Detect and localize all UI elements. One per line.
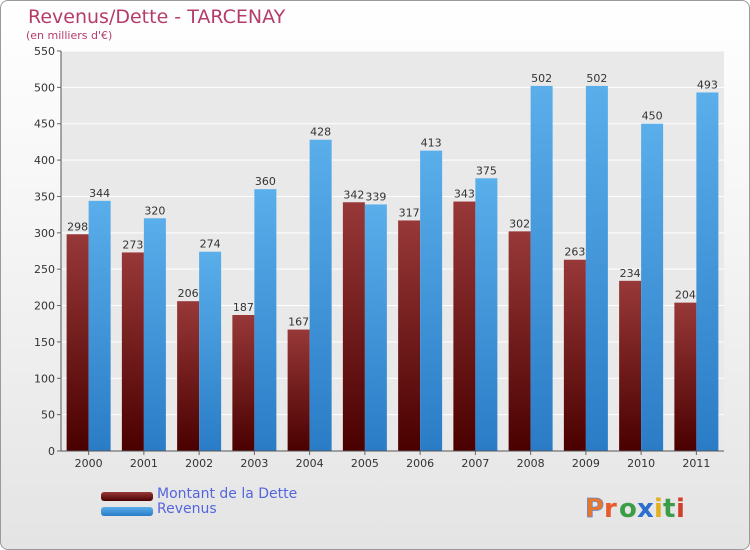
- svg-text:t: t: [663, 494, 675, 524]
- x-tick-label-2000: 2000: [75, 457, 103, 470]
- x-tick-label-2006: 2006: [406, 457, 434, 470]
- bar-debt-2002: [177, 301, 200, 451]
- y-tick-label: 500: [34, 81, 55, 94]
- chart-subtitle: (en milliers d'€): [26, 29, 113, 42]
- x-tick-label-2003: 2003: [240, 457, 268, 470]
- value-label-revenue-2000: 344: [89, 187, 110, 200]
- value-label-debt-2003: 187: [233, 301, 254, 314]
- x-tick-label-2008: 2008: [517, 457, 545, 470]
- value-label-revenue-2002: 274: [200, 238, 221, 251]
- bar-debt-2001: [121, 252, 144, 451]
- y-tick-label: 250: [34, 263, 55, 276]
- value-label-revenue-2008: 502: [531, 72, 552, 85]
- x-tick-label-2001: 2001: [130, 457, 158, 470]
- axes: 0 50 100 150 200 250 300 350 400 450 500 550 2000 200…: [34, 45, 724, 470]
- bar-revenue-2007: [475, 178, 498, 452]
- bar-debt-2004: [287, 329, 310, 451]
- value-label-debt-2005: 342: [343, 188, 364, 201]
- bar-revenue-2008: [530, 85, 553, 451]
- legend-label-revenue: Revenus: [157, 501, 217, 517]
- value-label-debt-2008: 302: [509, 217, 530, 230]
- value-label-debt-2010: 234: [620, 267, 641, 280]
- y-tick-label: 50: [41, 409, 55, 422]
- y-tick-label: 150: [34, 336, 55, 349]
- y-tick-label: 550: [34, 45, 55, 58]
- bar-debt-2007: [453, 201, 476, 451]
- svg-text:i: i: [676, 494, 685, 524]
- value-label-debt-2007: 343: [454, 188, 475, 201]
- value-label-debt-2002: 206: [178, 287, 199, 300]
- proxiti-logo: P r o x i t i: [585, 494, 685, 525]
- value-label-debt-2004: 167: [288, 316, 309, 329]
- value-labels: 298 344 273 320 206 274 187 360 167 428 342 339 317 4…: [67, 72, 718, 329]
- chart-title: Revenus/Dette - TARCENAY: [28, 6, 286, 28]
- value-label-revenue-2003: 360: [255, 175, 276, 188]
- bar-debt-2011: [674, 302, 697, 451]
- value-label-revenue-2004: 428: [310, 126, 331, 139]
- bar-revenue-2000: [88, 200, 111, 451]
- bar-debt-2009: [563, 259, 586, 451]
- svg-text:P: P: [585, 494, 604, 524]
- y-tick-label: 200: [34, 300, 55, 313]
- y-tick-label: 0: [48, 445, 55, 458]
- value-label-revenue-2007: 375: [476, 164, 497, 177]
- bars: [66, 85, 719, 452]
- bar-debt-2008: [508, 231, 531, 451]
- x-tick-label-2002: 2002: [185, 457, 213, 470]
- y-tick-label: 350: [34, 190, 55, 203]
- value-label-revenue-2006: 413: [421, 137, 442, 150]
- bar-revenue-2006: [420, 150, 443, 452]
- y-tick-label: 450: [34, 118, 55, 131]
- legend-swatch-debt: [101, 492, 153, 501]
- value-label-revenue-2011: 493: [697, 78, 718, 91]
- x-tick-label-2005: 2005: [351, 457, 379, 470]
- bar-revenue-2005: [364, 204, 387, 451]
- value-label-revenue-2001: 320: [144, 204, 165, 217]
- bar-revenue-2003: [254, 189, 277, 451]
- bar-debt-2010: [619, 280, 642, 451]
- y-tick-label: 400: [34, 154, 55, 167]
- y-tick-label: 100: [34, 372, 55, 385]
- bar-revenue-2001: [143, 218, 166, 451]
- bar-revenue-2002: [199, 251, 222, 451]
- legend-swatch-revenue: [101, 507, 153, 516]
- bar-debt-2003: [232, 315, 255, 451]
- x-tick-label-2011: 2011: [682, 457, 710, 470]
- legend-label-debt: Montant de la Dette: [157, 486, 298, 502]
- bar-debt-2000: [66, 234, 89, 451]
- bar-revenue-2004: [309, 139, 332, 451]
- x-tick-label-2010: 2010: [627, 457, 655, 470]
- value-label-revenue-2009: 502: [586, 72, 607, 85]
- gridlines: [61, 50, 724, 452]
- bar-debt-2006: [398, 220, 421, 451]
- x-tick-label-2009: 2009: [572, 457, 600, 470]
- value-label-debt-2009: 263: [564, 246, 585, 259]
- bar-revenue-2011: [696, 92, 719, 452]
- y-tick-label: 300: [34, 227, 55, 240]
- x-tick-label-2004: 2004: [296, 457, 324, 470]
- plot-area: [61, 51, 724, 451]
- svg-text:r: r: [604, 494, 617, 524]
- value-label-debt-2011: 204: [675, 289, 696, 302]
- value-label-debt-2001: 273: [122, 238, 143, 251]
- svg-text:i: i: [654, 494, 663, 524]
- bar-debt-2005: [342, 202, 365, 451]
- value-label-revenue-2005: 339: [365, 190, 386, 203]
- plot-background: [61, 51, 724, 451]
- value-label-debt-2006: 317: [399, 206, 420, 219]
- svg-text:o: o: [619, 494, 637, 524]
- value-label-debt-2000: 298: [67, 220, 88, 233]
- value-label-revenue-2010: 450: [642, 110, 663, 123]
- svg-text:x: x: [637, 494, 654, 524]
- x-tick-label-2007: 2007: [461, 457, 489, 470]
- bar-revenue-2009: [585, 85, 608, 451]
- bar-revenue-2010: [641, 123, 664, 452]
